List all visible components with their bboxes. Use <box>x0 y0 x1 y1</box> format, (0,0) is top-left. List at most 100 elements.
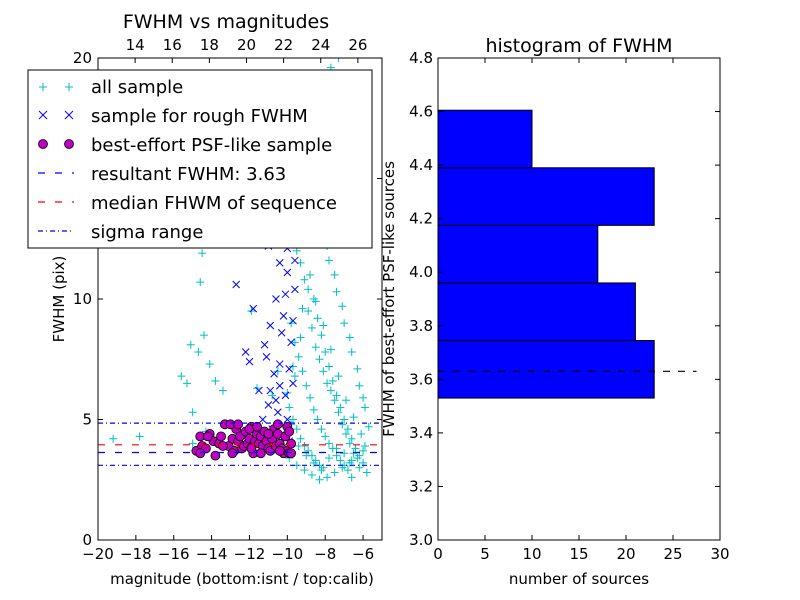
point-all-sample <box>306 270 315 279</box>
point-all-sample <box>338 302 347 311</box>
point-cross-b <box>287 338 295 347</box>
point-all-sample <box>311 297 320 306</box>
point-rough-sample <box>245 357 254 366</box>
point-all-sample <box>304 285 313 294</box>
point-all-sample <box>188 408 197 417</box>
point-psf-sample <box>255 448 266 459</box>
point-cross-b <box>279 312 288 320</box>
y-tick-label: 5 <box>82 411 92 429</box>
point-psf-sample <box>218 441 228 451</box>
legend-entry-sigma-range: sigma range <box>38 222 203 243</box>
point-all-sample <box>321 348 330 357</box>
point-all-sample <box>326 386 335 395</box>
point-cross-b <box>266 386 275 395</box>
right-axis-ticks: 0 5 10 15 20 25 30 3.0 3.2 3.4 3.6 3.8 4.0 4.2 4.4 4.6 4… <box>409 49 729 563</box>
point-rough-sample <box>270 369 278 378</box>
top-x-tick-label: 26 <box>348 36 367 54</box>
point-all-sample <box>330 468 339 477</box>
point-all-sample <box>360 442 369 451</box>
point-rough-sample <box>289 316 297 325</box>
legend-label-resultant-fwhm: resultant FWHM: 3.63 <box>91 164 286 185</box>
point-all-sample <box>304 307 313 316</box>
point-all-sample <box>307 470 316 479</box>
legend-entry-psf-sample: best-effort PSF-like sample <box>38 135 332 156</box>
point-rough-sample <box>272 396 280 405</box>
left-chart: −20−18−16−14−12−10−8−6051015201416182022… <box>27 11 383 588</box>
point-cross-b <box>283 415 292 424</box>
point-cross-b <box>241 348 250 356</box>
point-all-sample <box>309 405 318 414</box>
point-all-sample <box>347 434 356 443</box>
point-all-sample <box>188 439 197 448</box>
point-psf-sample <box>286 438 297 449</box>
point-all-sample <box>311 343 320 352</box>
point-all-sample <box>324 439 333 448</box>
point-all-sample <box>330 396 339 405</box>
point-rough-sample <box>283 415 292 424</box>
point-rough-sample <box>249 304 258 313</box>
point-cross-b <box>232 280 241 289</box>
legend-marker-circle <box>38 139 74 149</box>
point-all-sample <box>323 473 332 482</box>
point-all-sample <box>345 439 354 448</box>
left-axis-ticks: −20−18−16−14−12−10−8−6051015201416182022… <box>73 36 382 563</box>
point-cross-b <box>249 304 258 313</box>
point-psf-sample <box>286 448 297 459</box>
point-all-sample <box>292 425 301 434</box>
x-tick-label: 30 <box>710 545 729 563</box>
point-psf-sample <box>216 431 226 442</box>
point-cross-b <box>262 352 271 361</box>
point-rough-sample <box>241 348 250 356</box>
point-all-sample <box>332 287 341 296</box>
point-all-sample <box>319 321 328 330</box>
legend-box <box>27 69 373 249</box>
y-tick-label: 3.2 <box>409 477 433 495</box>
top-x-tick-label: 18 <box>200 36 219 54</box>
x-tick-label: 0 <box>433 545 443 563</box>
point-psf-sample <box>252 421 262 432</box>
top-x-tick-label: 20 <box>237 36 256 54</box>
point-all-sample <box>355 381 364 390</box>
point-all-sample <box>218 386 227 395</box>
x-tick-label: 5 <box>480 545 490 563</box>
x-tick-label: −18 <box>120 545 152 563</box>
y-tick-label: 4.2 <box>409 210 433 228</box>
left-x-axis-label: magnitude (bottom:isnt / top:calib) <box>110 570 374 588</box>
legend-label-psf-sample: best-effort PSF-like sample <box>91 135 332 156</box>
point-rough-sample <box>279 312 288 320</box>
point-all-sample <box>317 425 326 434</box>
point-cross-b <box>285 365 294 373</box>
point-rough-sample <box>266 321 275 330</box>
point-all-sample <box>285 403 294 412</box>
legend-label-all-sample: all sample <box>91 77 183 98</box>
point-all-sample <box>359 393 368 402</box>
y-tick-label: 3.4 <box>409 424 433 442</box>
point-all-sample <box>313 415 322 424</box>
point-psf-sample <box>263 429 274 439</box>
point-all-sample <box>362 468 371 477</box>
top-x-tick-label: 16 <box>163 36 182 54</box>
point-all-sample <box>273 367 282 376</box>
point-all-sample <box>343 466 352 475</box>
point-cross-b <box>258 415 267 424</box>
histogram-bar <box>437 109 533 169</box>
legend-label-rough-sample: sample for rough FWHM <box>91 106 308 127</box>
point-psf-sample <box>210 450 221 461</box>
y-tick-label: 3.8 <box>409 317 433 335</box>
point-cross-b <box>274 408 282 417</box>
y-tick-label: 20 <box>73 49 92 67</box>
point-all-sample <box>290 338 299 347</box>
point-rough-sample <box>287 338 295 347</box>
left-data-layer <box>98 58 382 484</box>
legend-label-median-fwhm: median FHWM of sequence <box>91 193 337 214</box>
point-all-sample <box>353 454 362 463</box>
point-all-sample <box>359 446 368 455</box>
point-cross-b <box>255 386 263 395</box>
point-all-sample <box>205 360 214 369</box>
point-all-sample <box>347 348 356 357</box>
right-x-axis-label: number of sources <box>509 570 649 588</box>
point-all-sample <box>290 372 299 381</box>
point-psf-sample <box>274 445 285 456</box>
point-all-sample <box>334 58 343 62</box>
y-tick-label: 4.6 <box>409 103 433 121</box>
